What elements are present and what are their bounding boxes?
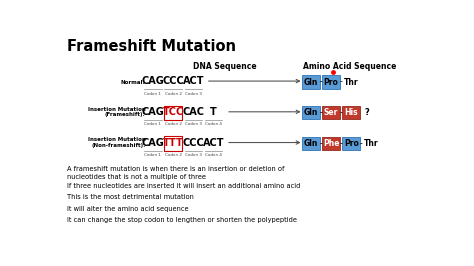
FancyBboxPatch shape [322,76,340,89]
Text: Pro: Pro [344,139,359,148]
Text: Ser: Ser [324,108,338,117]
Text: -: - [340,139,343,148]
FancyBboxPatch shape [343,106,360,119]
Text: Codon 3: Codon 3 [185,153,202,157]
Text: TCC: TCC [163,107,184,117]
Text: -: - [360,139,363,148]
Text: Amino Acid Sequence: Amino Acid Sequence [303,62,396,70]
Text: -: - [319,78,322,87]
Text: Codon 1: Codon 1 [145,153,161,157]
Text: ?: ? [365,108,369,117]
Text: A frameshift mutation is when there is an insertion or deletion of: A frameshift mutation is when there is a… [66,166,284,172]
Text: Normal:: Normal: [121,80,146,85]
FancyBboxPatch shape [322,106,340,119]
Text: -: - [319,139,322,148]
Text: Codon 4: Codon 4 [205,122,222,126]
Text: His: His [345,108,358,117]
Text: Codon 1: Codon 1 [145,122,161,126]
Text: Pro: Pro [324,78,338,87]
Text: CAG: CAG [142,76,164,86]
Text: -: - [340,78,343,87]
FancyBboxPatch shape [322,137,340,150]
Text: It will alter the amino acid sequence: It will alter the amino acid sequence [66,206,188,211]
Text: It can change the stop codon to lengthen or shorten the polypeptide: It can change the stop codon to lengthen… [66,217,297,223]
Text: Codon 3: Codon 3 [185,122,202,126]
Text: T: T [210,107,217,117]
Text: Thr: Thr [364,139,379,148]
Text: CCC: CCC [162,76,184,86]
Text: CCC: CCC [182,138,204,148]
Text: Codon 4: Codon 4 [205,153,222,157]
Text: If three nucleotides are inserted it will insert an additional amino acid: If three nucleotides are inserted it wil… [66,183,300,189]
Text: -: - [340,108,343,117]
Text: (Frameshift):: (Frameshift): [105,112,146,117]
Text: Codon 1: Codon 1 [145,92,161,96]
Text: Insertion Mutation: Insertion Mutation [88,107,146,112]
Text: Codon 3: Codon 3 [185,92,202,96]
Text: Codon 2: Codon 2 [164,122,182,126]
FancyBboxPatch shape [302,76,319,89]
Text: Codon 2: Codon 2 [164,92,182,96]
Text: Insertion Mutation: Insertion Mutation [88,137,146,142]
Text: -: - [319,108,322,117]
Text: CAG: CAG [142,138,164,148]
Text: Frameshift Mutation: Frameshift Mutation [66,39,236,54]
Text: This is the most detrimental mutation: This is the most detrimental mutation [66,194,193,200]
Text: DNA Sequence: DNA Sequence [193,62,256,70]
Text: nucleotides that is not a multiple of three: nucleotides that is not a multiple of th… [66,174,206,180]
FancyBboxPatch shape [343,137,360,150]
Text: Gln: Gln [304,108,318,117]
Text: Phe: Phe [323,139,339,148]
FancyBboxPatch shape [302,106,319,119]
Text: (Non-frameshift):: (Non-frameshift): [91,143,146,148]
Text: CAG: CAG [142,107,164,117]
Text: Thr: Thr [344,78,359,87]
FancyBboxPatch shape [302,137,319,150]
Text: Gln: Gln [304,139,318,148]
Text: TTT: TTT [163,138,183,148]
Text: Codon 2: Codon 2 [164,153,182,157]
Text: Gln: Gln [304,78,318,87]
Text: CAC: CAC [182,107,204,117]
Text: ACT: ACT [182,76,204,86]
Text: ACT: ACT [203,138,224,148]
